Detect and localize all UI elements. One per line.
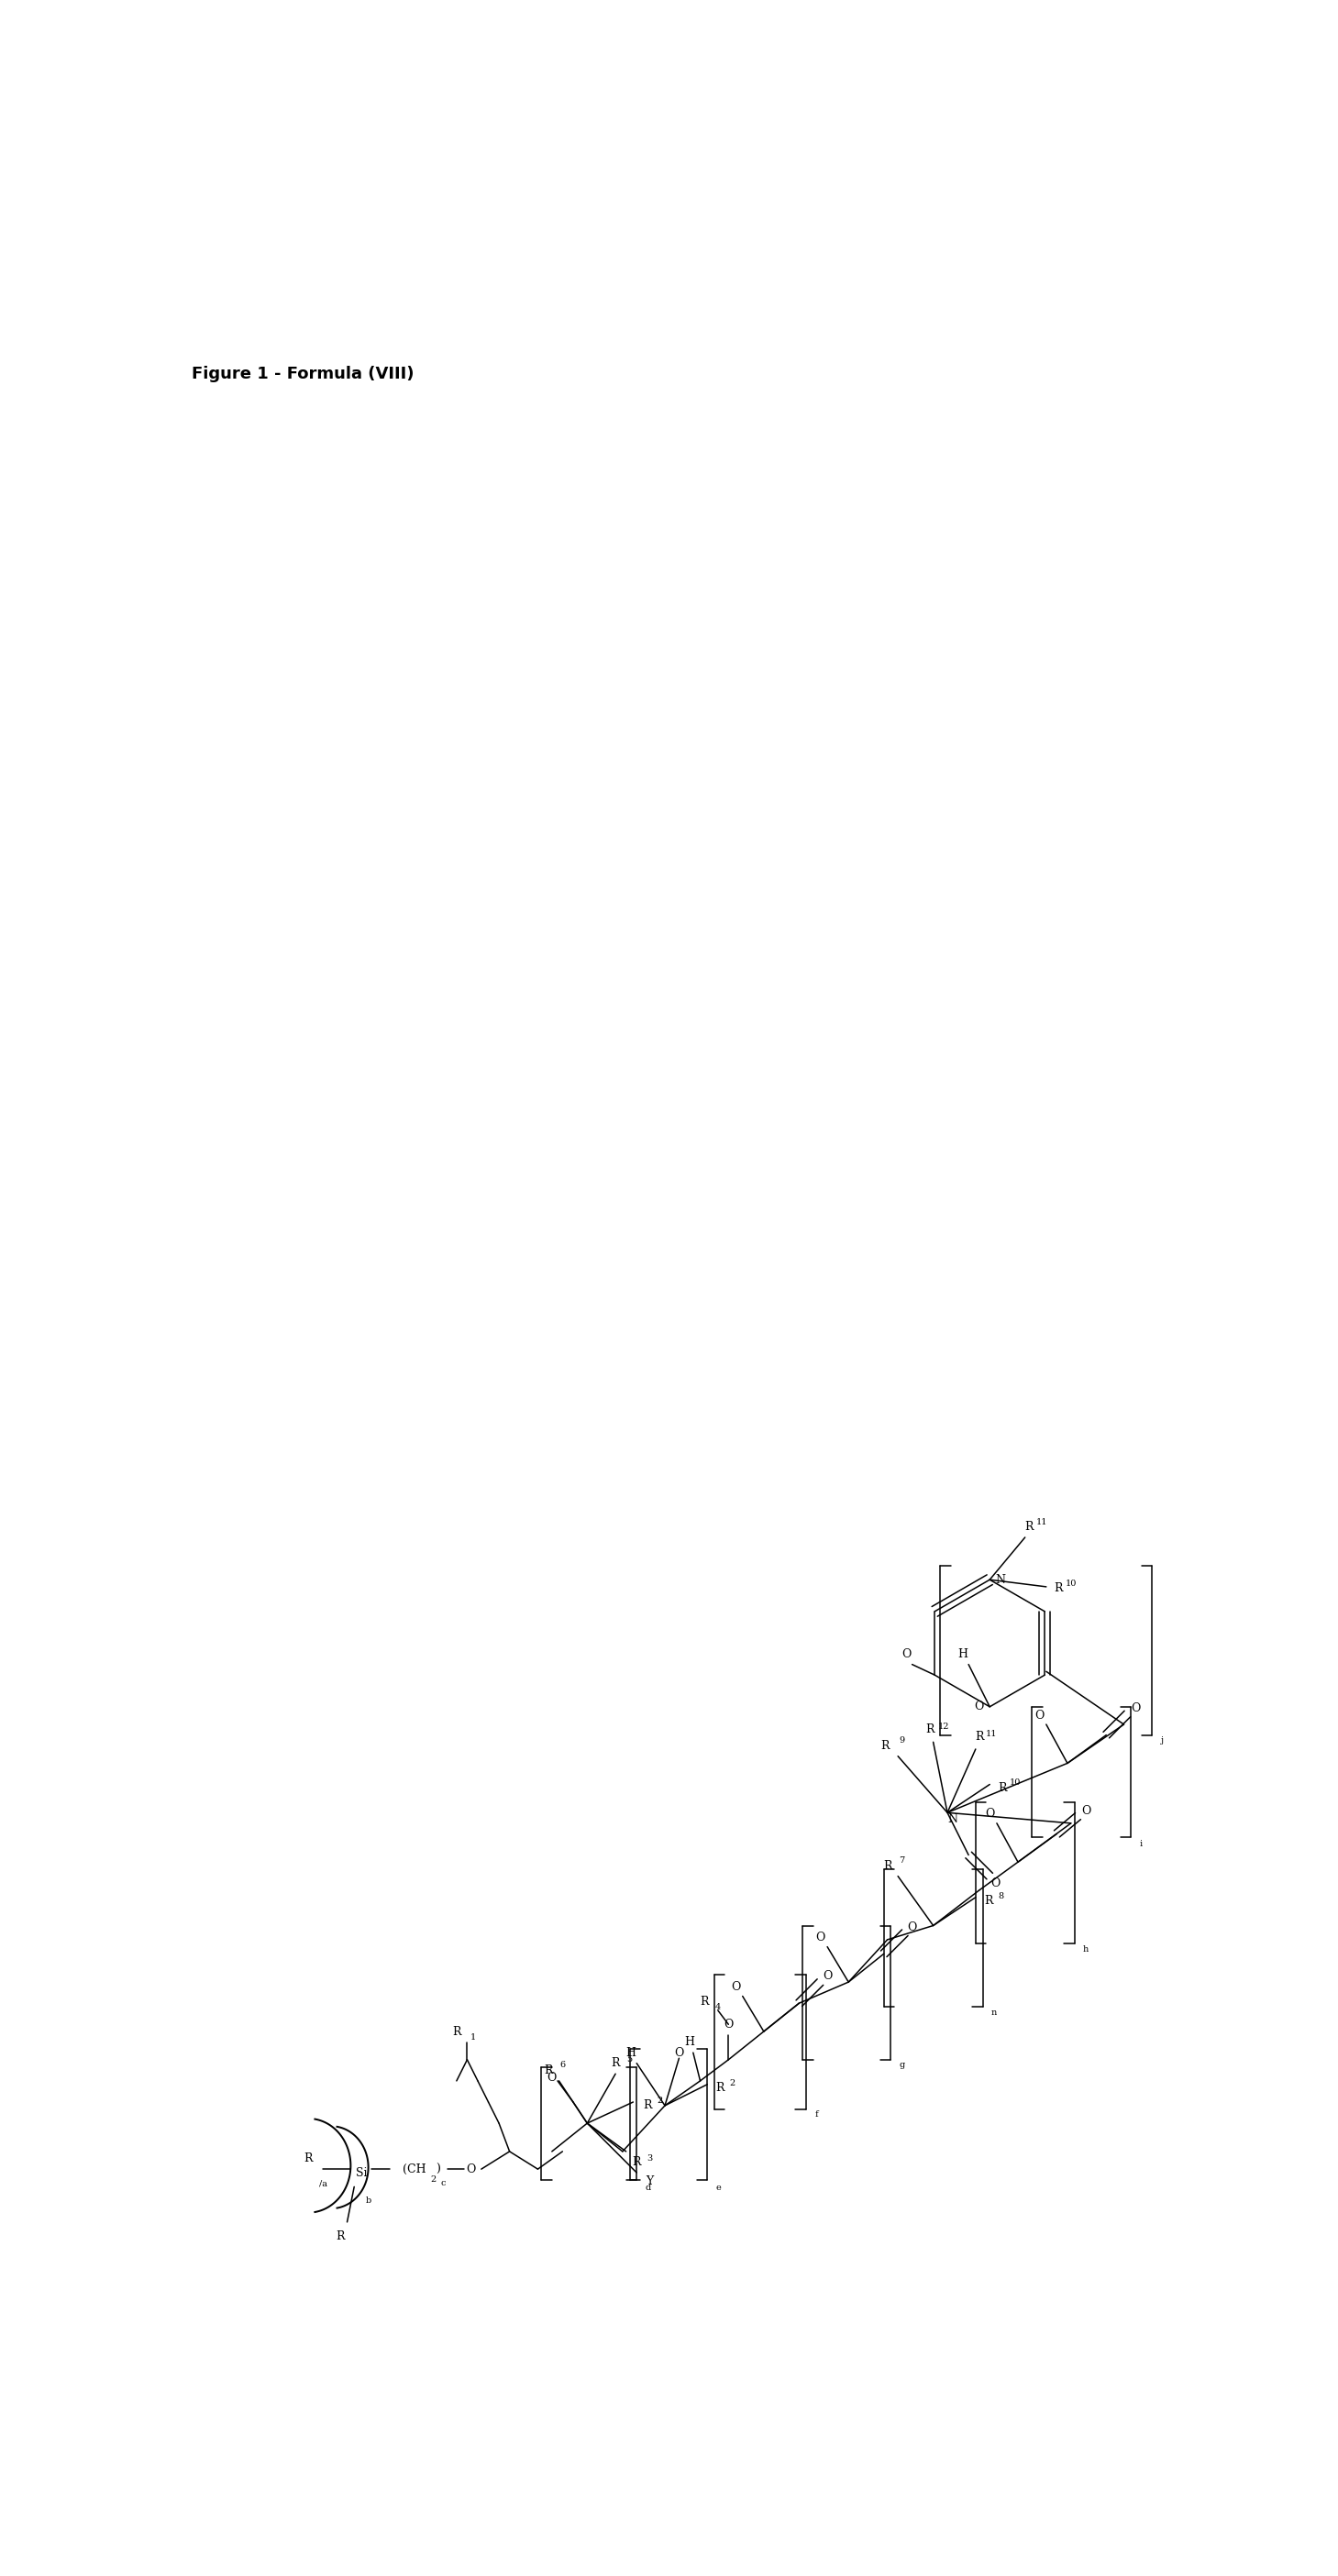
- Text: O: O: [466, 2164, 475, 2174]
- Text: d: d: [645, 2184, 650, 2192]
- Text: O: O: [907, 1922, 917, 1932]
- Text: R: R: [998, 1783, 1006, 1793]
- Text: R: R: [716, 2081, 724, 2094]
- Text: e: e: [716, 2184, 721, 2192]
- Text: O: O: [974, 1700, 983, 1713]
- Text: i: i: [1140, 1839, 1143, 1847]
- Text: 8: 8: [998, 1891, 1004, 1901]
- Text: b: b: [365, 2197, 371, 2205]
- Text: 10: 10: [1065, 1579, 1077, 1587]
- Text: c: c: [440, 2179, 446, 2187]
- Text: 9: 9: [899, 1736, 904, 1744]
- Text: N: N: [947, 1814, 958, 1826]
- Text: R: R: [700, 1996, 709, 2007]
- Text: R: R: [1024, 1520, 1033, 1533]
- Text: 5: 5: [626, 2056, 633, 2063]
- Text: 7: 7: [899, 1857, 904, 1865]
- Text: O: O: [1081, 1806, 1092, 1816]
- Text: 10: 10: [1009, 1780, 1021, 1788]
- Text: 1: 1: [470, 2032, 476, 2040]
- Text: g: g: [899, 2061, 904, 2069]
- Text: R: R: [633, 2156, 641, 2169]
- Text: 11: 11: [1036, 1517, 1048, 1525]
- Text: h: h: [1082, 1945, 1089, 1953]
- Text: f: f: [815, 2110, 818, 2120]
- Text: O: O: [823, 1971, 832, 1984]
- Text: Figure 1 - Formula (VIII): Figure 1 - Formula (VIII): [191, 366, 415, 381]
- Text: H: H: [958, 1649, 967, 1659]
- Text: R: R: [452, 2025, 462, 2038]
- Text: R: R: [926, 1723, 934, 1736]
- Text: O: O: [990, 1878, 999, 1888]
- Text: R: R: [880, 1739, 890, 1752]
- Text: O: O: [674, 2048, 684, 2058]
- Text: R: R: [983, 1896, 993, 1906]
- Text: O: O: [731, 1981, 740, 1994]
- Text: N: N: [995, 1574, 1005, 1587]
- Text: O: O: [1034, 1710, 1044, 1721]
- Text: R: R: [1054, 1582, 1062, 1595]
- Text: 2: 2: [729, 2079, 736, 2087]
- Text: 6: 6: [559, 2061, 566, 2069]
- Text: R: R: [304, 2154, 313, 2164]
- Text: ): ): [435, 2164, 440, 2174]
- Text: j: j: [1160, 1736, 1164, 1744]
- Text: O: O: [815, 1932, 826, 1942]
- Text: /a: /a: [318, 2179, 326, 2187]
- Text: 2: 2: [431, 2177, 436, 2184]
- Text: R: R: [883, 1860, 891, 1873]
- Text: O: O: [547, 2071, 557, 2084]
- Text: R: R: [611, 2058, 619, 2069]
- Text: O: O: [724, 2020, 733, 2030]
- Text: 3: 3: [646, 2154, 652, 2164]
- Text: R: R: [642, 2099, 652, 2112]
- Text: R: R: [336, 2231, 344, 2241]
- Text: H: H: [626, 2048, 636, 2058]
- Text: Si: Si: [356, 2166, 367, 2179]
- Text: 2: 2: [657, 2097, 662, 2105]
- Text: Y: Y: [645, 2174, 653, 2187]
- Text: O: O: [985, 1808, 994, 1821]
- Text: R: R: [975, 1731, 983, 1741]
- Text: 11: 11: [986, 1728, 998, 1739]
- Text: R: R: [545, 2063, 553, 2076]
- Text: O: O: [902, 1649, 911, 1659]
- Text: O: O: [1131, 1703, 1141, 1713]
- Text: n: n: [991, 2009, 997, 2017]
- Text: 12: 12: [938, 1723, 950, 1731]
- Text: 4: 4: [714, 2002, 721, 2012]
- Text: (CH: (CH: [403, 2164, 425, 2174]
- Text: H: H: [685, 2035, 694, 2048]
